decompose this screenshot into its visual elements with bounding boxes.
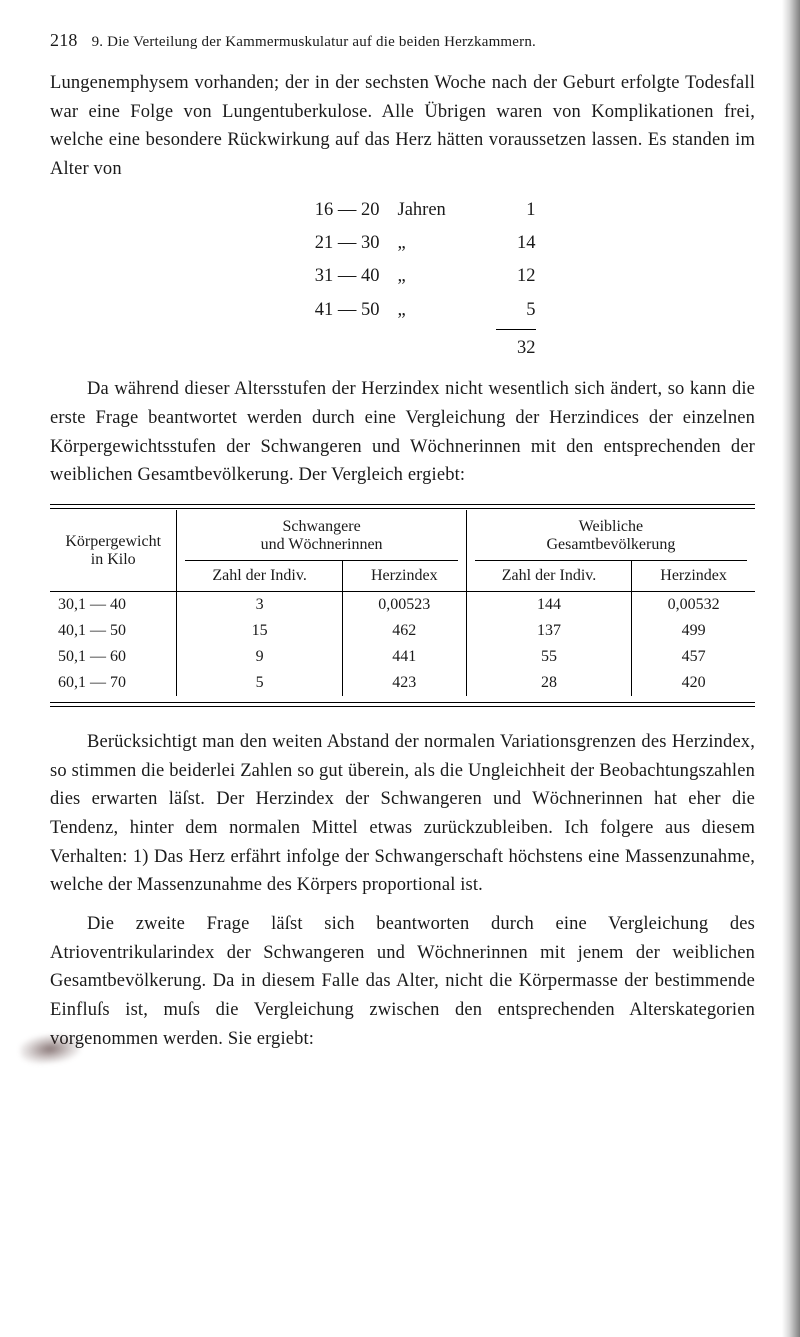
ink-smudge bbox=[19, 1032, 82, 1066]
cell-count-1: 5 bbox=[177, 670, 342, 696]
age-unit: „ bbox=[398, 260, 478, 293]
col-head-weight: Körpergewicht in Kilo bbox=[50, 510, 177, 591]
cell-count-2: 55 bbox=[466, 644, 631, 670]
col-group-female-pop: Weibliche Gesamtbevölkerung bbox=[466, 510, 755, 560]
cell-count-2: 28 bbox=[466, 670, 631, 696]
subcol-count-2: Zahl der Indiv. bbox=[466, 561, 631, 591]
age-count: 14 bbox=[496, 227, 536, 260]
cell-count-2: 137 bbox=[466, 618, 631, 644]
cell-count-1: 9 bbox=[177, 644, 342, 670]
cell-index-1: 441 bbox=[342, 644, 466, 670]
col-group-pregnant: Schwangere und Wöchnerinnen bbox=[177, 510, 466, 560]
cell-index-1: 462 bbox=[342, 618, 466, 644]
age-range: 21 — 30 bbox=[270, 227, 380, 260]
table-row: 40,1 — 5015462137499 bbox=[50, 618, 755, 644]
age-unit: „ bbox=[398, 227, 478, 260]
subcol-index-2: Herzindex bbox=[632, 561, 755, 591]
age-row: 41 — 50 „ 5 bbox=[50, 294, 755, 327]
subcol-count-1: Zahl der Indiv. bbox=[177, 561, 342, 591]
cell-count-1: 15 bbox=[177, 618, 342, 644]
cell-weight-range: 50,1 — 60 bbox=[50, 644, 177, 670]
cell-index-1: 0,00523 bbox=[342, 592, 466, 618]
table-row: 50,1 — 60944155457 bbox=[50, 644, 755, 670]
age-row: 31 — 40 „ 12 bbox=[50, 260, 755, 293]
paragraph-3: Berücksichtigt man den weiten Abstand de… bbox=[50, 728, 755, 900]
page-number: 218 bbox=[50, 30, 78, 50]
table-row: 60,1 — 70542328420 bbox=[50, 670, 755, 696]
age-unit: „ bbox=[398, 294, 478, 327]
running-head-text: 9. Die Verteilung der Kammermuskulatur a… bbox=[92, 34, 536, 50]
paragraph-2: Da während dieser Altersstufen der Herzi… bbox=[50, 375, 755, 490]
age-range: 31 — 40 bbox=[270, 260, 380, 293]
book-gutter-shadow bbox=[782, 0, 800, 1337]
running-header: 218 9. Die Verteilung der Kammermuskulat… bbox=[50, 30, 755, 51]
age-total: 32 bbox=[496, 332, 536, 365]
cell-weight-range: 30,1 — 40 bbox=[50, 592, 177, 618]
paragraph-1: Lungenemphysem vorhanden; der in der sec… bbox=[50, 69, 755, 184]
age-range: 16 — 20 bbox=[270, 194, 380, 227]
age-row: 21 — 30 „ 14 bbox=[50, 227, 755, 260]
cell-count-2: 144 bbox=[466, 592, 631, 618]
age-unit: Jahren bbox=[398, 194, 478, 227]
cell-index-2: 420 bbox=[632, 670, 755, 696]
sum-rule bbox=[496, 329, 536, 330]
age-count: 5 bbox=[496, 294, 536, 327]
age-distribution-block: 16 — 20Jahren121 — 30„1431 — 40„1241 — 5… bbox=[50, 194, 755, 365]
age-count: 1 bbox=[496, 194, 536, 227]
cell-index-1: 423 bbox=[342, 670, 466, 696]
subcol-index-1: Herzindex bbox=[342, 561, 466, 591]
page: 218 9. Die Verteilung der Kammermuskulat… bbox=[0, 0, 800, 1093]
comparison-table: Körpergewicht in Kilo Schwangere und Wöc… bbox=[50, 510, 755, 696]
cell-index-2: 457 bbox=[632, 644, 755, 670]
paragraph-4: Die zweite Frage läſst sich beantworten … bbox=[50, 910, 755, 1053]
cell-weight-range: 60,1 — 70 bbox=[50, 670, 177, 696]
age-range: 41 — 50 bbox=[270, 294, 380, 327]
comparison-table-wrap: Körpergewicht in Kilo Schwangere und Wöc… bbox=[50, 504, 755, 708]
age-row: 16 — 20 Jahren 1 bbox=[50, 194, 755, 227]
cell-weight-range: 40,1 — 50 bbox=[50, 618, 177, 644]
age-count: 12 bbox=[496, 260, 536, 293]
cell-index-2: 0,00532 bbox=[632, 592, 755, 618]
cell-count-1: 3 bbox=[177, 592, 342, 618]
table-row: 30,1 — 4030,005231440,00532 bbox=[50, 592, 755, 618]
cell-index-2: 499 bbox=[632, 618, 755, 644]
